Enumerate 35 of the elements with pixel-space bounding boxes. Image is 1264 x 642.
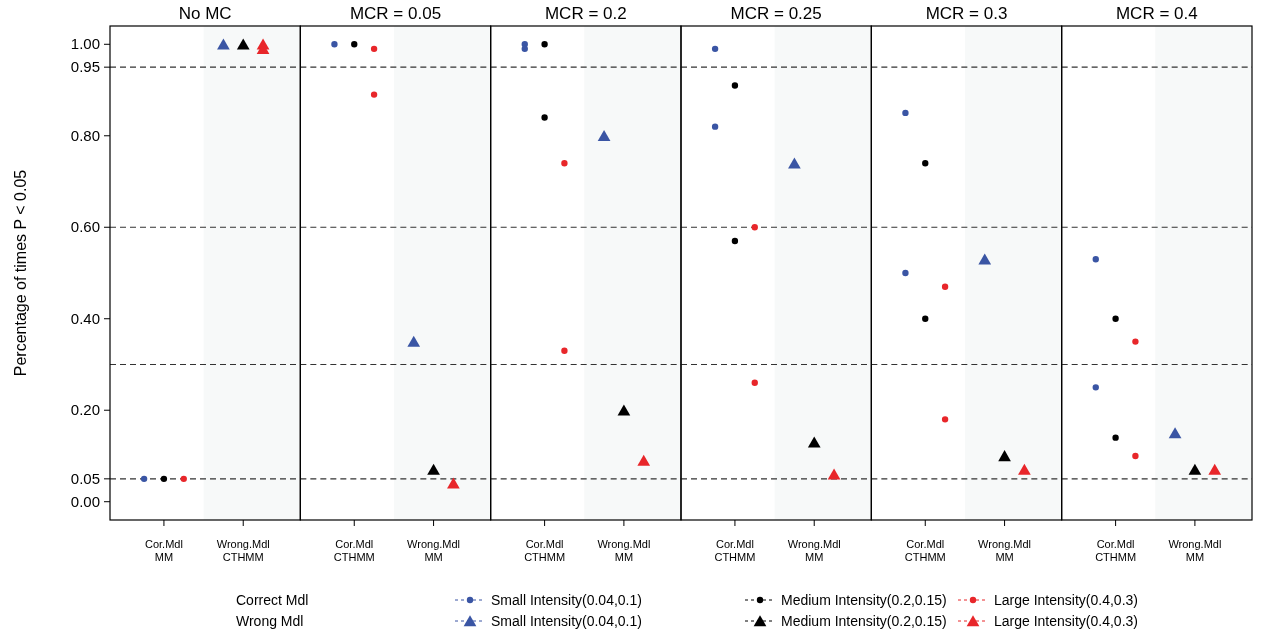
text: Wrong Mdl	[236, 613, 304, 629]
chart-title: MCR = 0.2	[544, 4, 627, 23]
legend-label: Large Intensity(0.4,0.3)	[994, 592, 1138, 608]
y-tick-label: 0.20	[70, 401, 100, 419]
y-tick-label: 0.95	[70, 58, 100, 76]
legend-label: Small Intensity(0.04,0.1)	[491, 592, 642, 608]
chart-title: MCR = 0.4	[1115, 4, 1198, 23]
chart-title: MCR = 0.25	[730, 4, 822, 23]
y-tick-label: 0.00	[70, 492, 100, 510]
y-tick-label: 1.00	[70, 35, 100, 53]
y-axis-title: Percentage of times P < 0.05	[12, 169, 29, 377]
x-tick-label: Wrong.Mdl CTHMM	[216, 538, 270, 563]
chart-title: MCR = 0.05	[349, 4, 442, 23]
y-tick-label: 0.40	[70, 309, 100, 327]
x-tick-label: Cor.Mdl MM	[144, 538, 183, 563]
y-tick-label: 0.60	[70, 218, 100, 236]
x-tick-label: Wrong.Mdl MM	[978, 538, 1032, 563]
x-tick-label: Wrong.Mdl MM	[407, 538, 461, 563]
text: Correct Mdl	[236, 592, 309, 608]
x-tick-label: Cor.Mdl CTHMM	[1095, 538, 1137, 563]
x-tick-label: Cor.Mdl CTHMM	[333, 538, 375, 563]
y-tick-label: 0.80	[70, 126, 100, 144]
legend-label: Small Intensity(0.04,0.1)	[491, 613, 642, 629]
x-tick-label: Wrong.Mdl MM	[597, 538, 651, 563]
x-tick-label: Cor.Mdl CTHMM	[904, 538, 946, 563]
chart-title: MCR = 0.3	[925, 4, 1008, 23]
y-tick-label: 0.05	[70, 469, 100, 487]
chart-title: No MC	[178, 4, 232, 23]
x-tick-label: Cor.Mdl CTHMM	[524, 538, 566, 563]
x-tick-label: Wrong.Mdl MM	[1168, 538, 1222, 563]
legend-label: Medium Intensity(0.2,0.15)	[781, 592, 947, 608]
x-tick-label: Cor.Mdl CTHMM	[714, 538, 756, 563]
legend-label: Medium Intensity(0.2,0.15)	[781, 613, 947, 629]
legend-label: Large Intensity(0.4,0.3)	[994, 613, 1138, 629]
x-tick-label: Wrong.Mdl MM	[787, 538, 841, 563]
